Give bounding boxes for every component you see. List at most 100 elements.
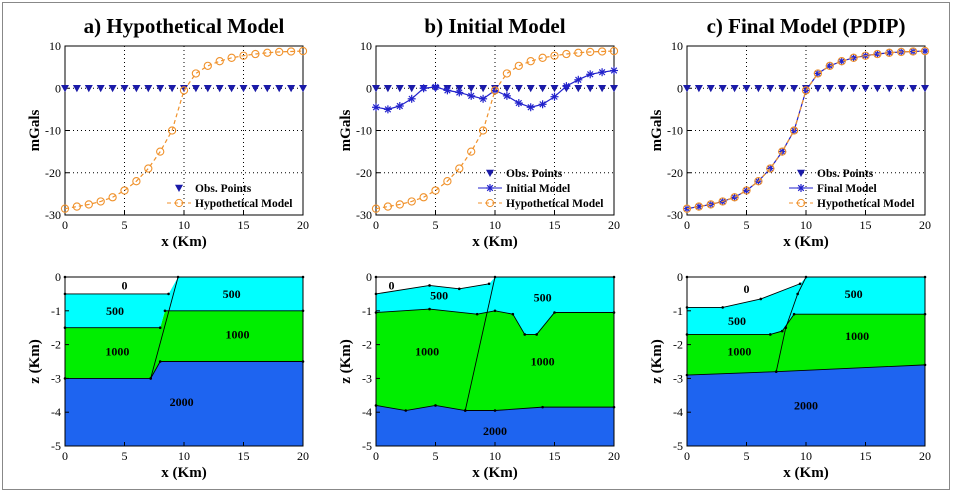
gravity-panel-1-hypothetical-point [478,126,488,135]
gravity-panel-2-tick-label-y: 0 [677,81,683,95]
section-panel-1-vertex [475,312,479,316]
gravity-panel-2-legend-label: Final Model [817,183,877,195]
gravity-panel-2-hypothetical-point [801,86,811,95]
gravity-panel-0-hypothetical-point [263,48,272,57]
gravity-panel-1-obs-point [395,85,404,93]
section-panel-1-boundary [464,276,496,411]
gravity-panel-1-model-point [610,66,618,75]
gravity-panel-1-model-point [514,99,523,108]
section-panel-1-density-label: 500 [534,290,552,304]
gravity-panel-2-tick-label-x: 15 [860,218,872,232]
gravity-panel-2-tick-label-x: 5 [744,218,750,232]
gravity-panel-0-legend-obs-marker [175,184,183,192]
section-panel-1-vertex [487,282,491,286]
section-panel-1-density-label: 500 [430,289,448,303]
gravity-panel-1-model-point [419,84,428,93]
section-panel-2-vertex [792,312,796,316]
section-panel-1-vertex [434,404,437,407]
gravity-panel-0-obs-point [96,85,105,93]
gravity-panel-1-tick-label-y: -30 [356,208,372,222]
gravity-panel-0-obs-point [191,85,200,93]
section-panel-1-density-label: 1000 [531,355,555,369]
section-panel-1-vertex [541,405,544,409]
section-panel-2-vertex [796,292,799,296]
gravity-panel-0-hypothetical-point [179,86,189,95]
gravity-panel-0-hypothetical-point [275,47,284,57]
gravity-panel-1-legend-label: Hypothetical Model [506,198,603,210]
gravity-panel-2-hypothetical-point [908,47,918,56]
gravity-panel-1-hypothetical-point [526,57,535,66]
gravity-panel-0-obs-point [84,85,93,93]
section-panel-0-tick-label-x: 15 [238,449,250,463]
gravity-panel-0-obs-point [132,85,141,93]
gravity-panel-1-hypothetical-point [562,49,571,59]
gravity-panel-1-model-point [562,82,571,91]
section-panel-1-vertex [511,312,515,316]
gravity-panel-2-model-point [825,61,834,70]
gravity-panel-2-model-point [837,57,846,66]
gravity-panel-0-obs-point [156,85,165,93]
section-panel-0-tick-label-x: 10 [178,449,190,463]
gravity-panel-1-obs-point [372,85,380,93]
gravity-panel-2-obs-point [921,85,929,93]
section-panel-1-density-label: 1000 [415,344,439,358]
gravity-panel-2-hypothetical-point [885,48,894,57]
gravity-panel-1-model-point [383,105,392,114]
gravity-panel-1-legend-label: Obs. Points [506,168,563,180]
gravity-panel-1-obs-point [610,85,618,93]
section-panel-2-tick-label-y: -4 [673,405,683,419]
gravity-panel-1-hypothetical-point [574,48,583,57]
gravity-panel-1-tick-label-y: -10 [356,124,372,138]
section-panel-2-vertex [780,329,784,333]
section-panel-0-tick-label-x: 5 [122,449,128,463]
gravity-panel-2-obs-point [766,85,775,93]
gravity-panel-2-legend-obs-marker [797,169,805,177]
gravity-panel-1-hypothetical-point [550,51,559,60]
gravity-panel-0-hypothetical-point [227,53,236,62]
section-panel-2-tick-label-x: 5 [744,449,750,463]
gravity-panel-0-tick-label-x: 20 [297,218,309,232]
gravity-panel-2-hypothetical-point [849,53,858,62]
gravity-panel-1-hypothetical-point [467,147,476,156]
gravity-panel-2-obs-point [825,85,834,93]
gravity-panel-2-obs-point [897,85,906,93]
section-panel-0-body-500 [65,277,303,328]
section-panel-2-density-label: 500 [728,314,746,328]
section-panel-2-tick-label-y: 0 [677,270,683,284]
section-panel-0-boundary [150,276,179,379]
section-panel-2-tick-label-y: -3 [673,371,683,385]
section-panel-1-axes-box [375,276,615,447]
gravity-panel-2-tick-label-y: 10 [671,39,683,53]
gravity-panel-1-title: b) Initial Model [424,14,565,38]
gravity-panel-2-obs-point [730,85,739,93]
section-panel-1-tick-label-y: -1 [362,304,372,318]
section-panel-1-density-label: 0 [388,278,394,292]
gravity-panel-0-hypothetical-point [132,177,141,186]
gravity-panel-1-hypothetical-point [371,204,381,213]
section-panel-0-density-label: 2000 [170,395,194,409]
section-panel-1-tick-label-y: -2 [362,338,372,352]
gravity-panel-0-obs-point [61,85,69,93]
gravity-panel-1-model-point [443,86,452,95]
section-panel-2-tick-label-x: 0 [684,449,690,463]
section-panel-2-density-label: 500 [845,287,863,301]
section-panel-1-vertex [404,409,408,412]
section-panel-2-body-2000 [687,364,925,446]
gravity-panel-1-model-point [455,88,464,97]
section-panel-1-vertex [535,333,538,336]
gravity-panel-2-obs-point [742,85,751,93]
gravity-panel-1-tick-label-x: 20 [608,218,620,232]
gravity-panel-0-hypothetical-point [96,197,105,206]
section-panel-1-vertex [493,409,497,412]
gravity-panel-1-model-point [479,94,488,103]
gravity-panel-2-hypothetical-point [778,147,787,156]
section-panel-2-axes-box [686,276,926,447]
gravity-panel-0-hypothetical-point [108,193,117,202]
section-panel-2-tick-label-y: -2 [673,338,683,352]
gravity-panel-1-obs-point [407,85,416,93]
gravity-panel-0-obs-point [120,85,129,93]
gravity-panel-0-obs-point [299,85,307,93]
section-panel-2-ylabel: z (Km) [649,339,665,384]
gravity-panel-0-legend-label: Obs. Points [195,183,252,195]
